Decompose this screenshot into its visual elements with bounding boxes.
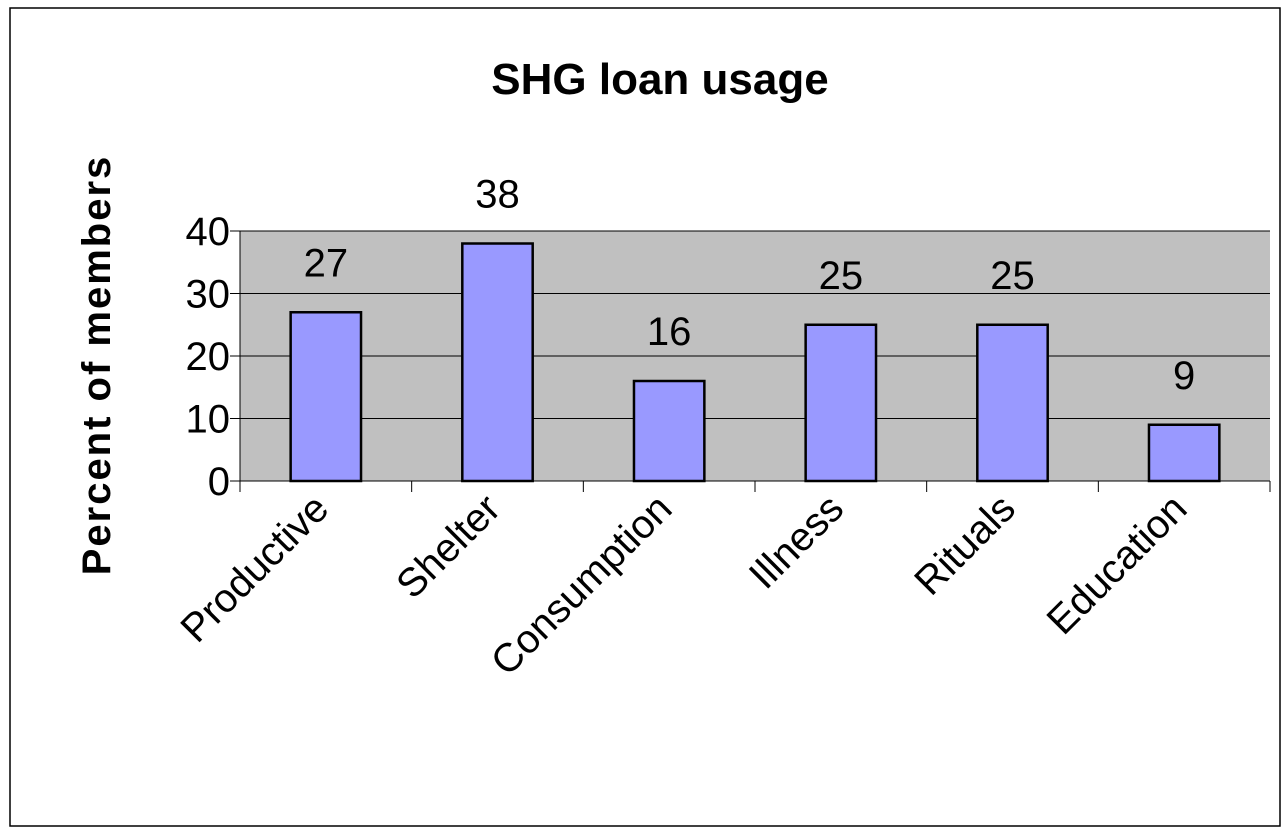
bar <box>976 323 1049 483</box>
y-tick-label: 40 <box>186 210 231 254</box>
y-axis-label: Percent of members <box>75 155 119 576</box>
data-label: 9 <box>1173 354 1195 398</box>
bar <box>289 311 363 483</box>
data-label: 27 <box>304 241 349 285</box>
y-tick-label: 20 <box>186 335 231 379</box>
bar <box>804 323 878 483</box>
data-label: 25 <box>990 254 1035 298</box>
data-label: 16 <box>647 310 692 354</box>
bar <box>632 379 706 483</box>
data-label: 25 <box>819 254 864 298</box>
y-tick-label: 30 <box>186 273 231 317</box>
chart-title: SHG loan usage <box>491 55 828 104</box>
y-tick-label: 0 <box>208 460 230 504</box>
data-label: 38 <box>475 173 520 217</box>
bar <box>461 242 534 483</box>
y-tick-label: 10 <box>186 398 231 442</box>
bar <box>1147 423 1221 483</box>
